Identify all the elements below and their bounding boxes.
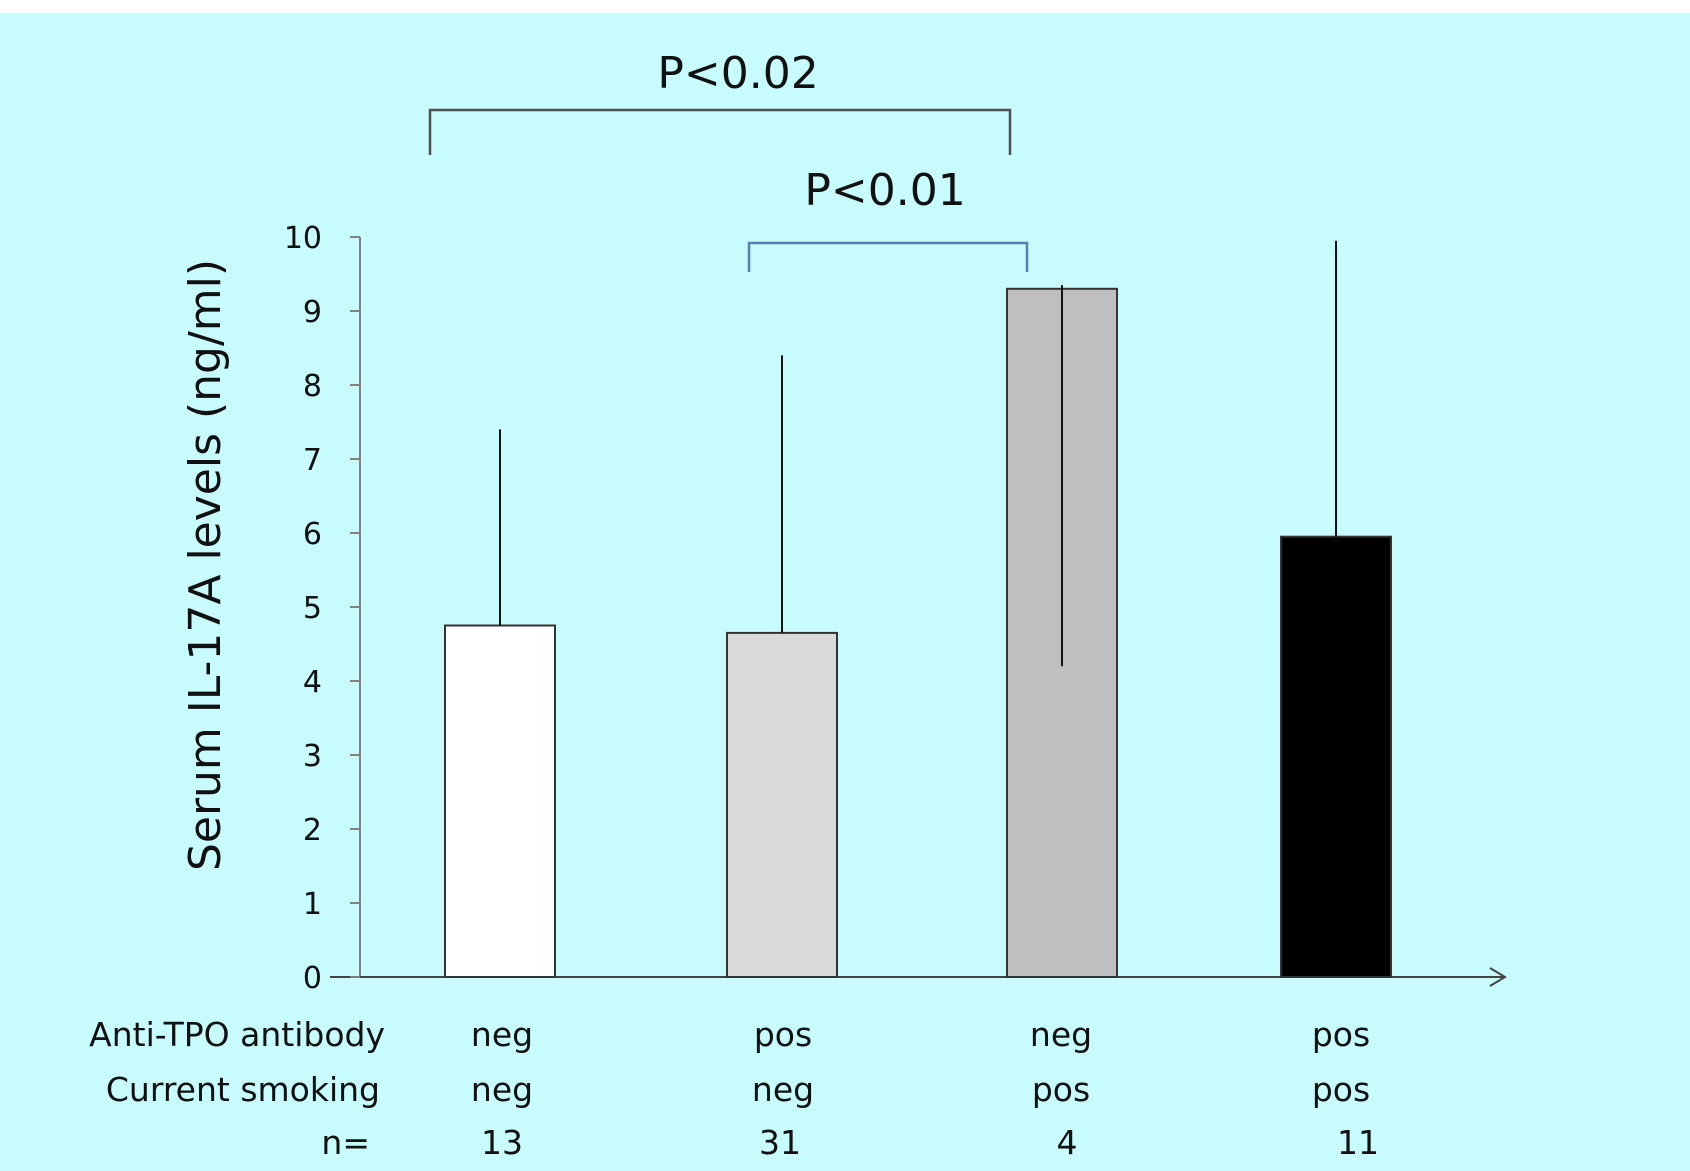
bars xyxy=(444,287,1392,979)
p-value-label: P<0.01 xyxy=(804,165,965,216)
p-value-label: P<0.02 xyxy=(657,48,818,99)
y-tick-label: 7 xyxy=(303,443,322,478)
y-tick-label: 5 xyxy=(303,591,322,626)
y-tick-label: 9 xyxy=(303,295,322,330)
x-axis-arrow xyxy=(1489,967,1507,987)
top-band xyxy=(0,0,1690,13)
comparison-bracket xyxy=(428,108,1012,155)
y-tick-label: 6 xyxy=(303,517,322,552)
row-value: pos xyxy=(1312,1015,1370,1054)
y-tick-label: 10 xyxy=(284,221,322,256)
bar xyxy=(1280,535,1392,978)
row-value: 31 xyxy=(759,1123,801,1162)
y-tick-label: 0 xyxy=(303,961,322,996)
row-value: 11 xyxy=(1337,1123,1379,1162)
row-label: Anti-TPO antibody xyxy=(89,1015,385,1054)
y-tick-label: 8 xyxy=(303,369,322,404)
y-tick-label: 3 xyxy=(303,739,322,774)
row-value: neg xyxy=(1030,1015,1092,1054)
group-descriptor-table: Anti-TPO antibody neg pos neg pos Current smo… xyxy=(89,1015,1379,1162)
row-value: neg xyxy=(471,1070,533,1109)
axes: 0 1 2 3 4 5 6 7 8 9 10 xyxy=(284,221,1507,996)
row-value: 13 xyxy=(481,1123,523,1162)
y-axis-label: Serum IL-17A levels (ng/ml) xyxy=(180,259,231,871)
y-tick-label: 2 xyxy=(303,813,322,848)
row-value: pos xyxy=(754,1015,812,1054)
significance-brackets: P<0.02 P<0.01 xyxy=(428,48,1029,272)
row-value: pos xyxy=(1312,1070,1370,1109)
comparison-bracket xyxy=(747,241,1029,272)
row-value: 4 xyxy=(1057,1123,1078,1162)
y-tick-label: 4 xyxy=(303,665,322,700)
row-value: neg xyxy=(752,1070,814,1109)
row-label: n= xyxy=(321,1123,370,1162)
row-value: pos xyxy=(1032,1070,1090,1109)
row-label: Current smoking xyxy=(106,1070,380,1109)
row-value: neg xyxy=(471,1015,533,1054)
bar xyxy=(726,631,838,979)
y-tick-label: 1 xyxy=(303,887,322,922)
error-bars xyxy=(499,240,1337,667)
bar xyxy=(444,624,556,978)
